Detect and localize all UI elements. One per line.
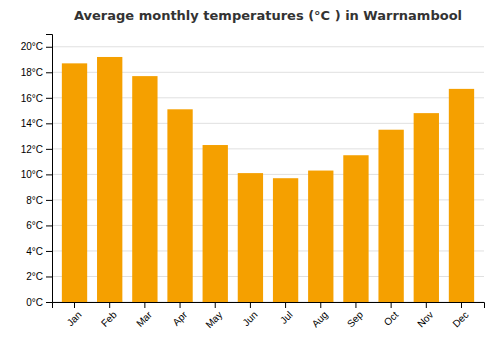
x-tick-label: Jul bbox=[278, 309, 295, 326]
bar bbox=[238, 173, 263, 302]
y-tick: 20°C bbox=[21, 41, 52, 52]
x-tick: May bbox=[203, 302, 224, 330]
x-tick-label: Oct bbox=[382, 309, 401, 328]
x-tick: Oct bbox=[382, 302, 401, 328]
x-tick-label: Feb bbox=[99, 309, 119, 329]
y-tick: 14°C bbox=[21, 118, 52, 129]
y-tick-mark bbox=[46, 149, 52, 150]
x-tick: Aug bbox=[310, 302, 330, 329]
x-tick-label: Jun bbox=[240, 309, 259, 328]
y-tick-mark bbox=[46, 302, 52, 303]
grid bbox=[52, 47, 484, 302]
y-tick-label: 0°C bbox=[26, 297, 43, 308]
y-tick-mark bbox=[46, 98, 52, 99]
bar bbox=[343, 155, 368, 302]
x-tick: Mar bbox=[134, 302, 154, 329]
bar bbox=[97, 57, 122, 302]
x-tick-label: Mar bbox=[134, 309, 154, 329]
bar bbox=[449, 89, 474, 302]
x-tick: Jan bbox=[65, 302, 84, 328]
bar bbox=[167, 109, 192, 302]
y-tick-mark bbox=[46, 47, 52, 48]
x-tick-mark bbox=[74, 302, 75, 308]
bar bbox=[273, 178, 298, 302]
bar bbox=[414, 113, 439, 302]
x-tick-mark bbox=[426, 302, 427, 308]
x-tick-label: Apr bbox=[170, 309, 189, 328]
x-tick-label: Nov bbox=[415, 309, 435, 329]
x-tick-mark bbox=[355, 302, 356, 308]
y-tick-mark bbox=[46, 276, 52, 277]
x-tick-label: Aug bbox=[310, 309, 330, 329]
x-tick: Feb bbox=[99, 302, 119, 329]
x-tick: Sep bbox=[345, 302, 366, 329]
bar bbox=[132, 76, 157, 302]
x-tick-label: Jan bbox=[65, 309, 84, 328]
x-tick: Nov bbox=[415, 302, 435, 329]
y-tick-label: 14°C bbox=[21, 118, 43, 129]
x-tick-mark bbox=[461, 302, 462, 308]
y-tick: 12°C bbox=[21, 144, 52, 155]
y-tick-label: 18°C bbox=[21, 67, 43, 78]
y-tick-label: 8°C bbox=[26, 195, 43, 206]
y-tick: 0°C bbox=[26, 297, 52, 308]
y-tick-label: 6°C bbox=[26, 220, 43, 231]
x-tick-label: May bbox=[203, 309, 224, 330]
x-tick-mark bbox=[285, 302, 286, 308]
x-tick-mark bbox=[391, 302, 392, 308]
y-tick: 10°C bbox=[21, 169, 52, 180]
x-axis-line bbox=[53, 303, 485, 309]
x-tick-mark bbox=[144, 302, 145, 308]
bars bbox=[62, 57, 474, 302]
title: Average monthly temperatures (°C ) in Wa… bbox=[74, 8, 462, 23]
x-tick-mark bbox=[320, 302, 321, 308]
bar bbox=[378, 130, 403, 302]
y-tick-mark bbox=[46, 72, 52, 73]
x-tick: Apr bbox=[170, 302, 189, 328]
x-tick: Jul bbox=[278, 302, 295, 326]
y-tick-label: 16°C bbox=[21, 93, 43, 104]
y-tick-label: 4°C bbox=[26, 246, 43, 257]
y-tick-mark bbox=[46, 123, 52, 124]
bar bbox=[203, 145, 228, 302]
y-axis: 0°C 2°C 4°C 6°C 8°C 10°C 12°C 14°C 16°C 18°C 20°C bbox=[21, 35, 53, 308]
y-tick-mark bbox=[46, 225, 52, 226]
y-tick-label: 20°C bbox=[21, 41, 43, 52]
x-tick-mark bbox=[215, 302, 216, 308]
chart: 0°C 2°C 4°C 6°C 8°C 10°C 12°C 14°C 16°C 18°C 20°C J… bbox=[0, 0, 500, 350]
x-tick-label: Dec bbox=[450, 309, 470, 329]
y-tick-label: 10°C bbox=[21, 169, 43, 180]
x-tick-mark bbox=[109, 302, 110, 308]
y-tick: 8°C bbox=[26, 195, 52, 206]
x-tick-mark bbox=[250, 302, 251, 308]
x-tick: Jun bbox=[240, 302, 259, 328]
y-tick-mark bbox=[46, 200, 52, 201]
y-tick-label: 12°C bbox=[21, 144, 43, 155]
y-tick-mark bbox=[46, 174, 52, 175]
y-axis-line bbox=[46, 35, 53, 303]
grid-line bbox=[52, 46, 484, 47]
y-tick: 2°C bbox=[26, 271, 52, 282]
y-tick-label: 2°C bbox=[26, 271, 43, 282]
y-tick: 6°C bbox=[26, 220, 52, 231]
y-tick: 16°C bbox=[21, 93, 52, 104]
bar bbox=[308, 171, 333, 302]
y-tick: 4°C bbox=[26, 246, 52, 257]
plot: 0°C 2°C 4°C 6°C 8°C 10°C 12°C 14°C 16°C 18°C 20°C J… bbox=[21, 35, 485, 331]
x-tick: Dec bbox=[450, 302, 470, 329]
bar bbox=[62, 63, 87, 302]
x-axis: Jan Feb Mar Apr May Jun Jul Aug Sep Oct Nov Dec bbox=[53, 302, 485, 330]
x-tick-label: Sep bbox=[345, 309, 366, 330]
x-tick-mark bbox=[180, 302, 181, 308]
y-tick: 18°C bbox=[21, 67, 52, 78]
y-tick-mark bbox=[46, 251, 52, 252]
